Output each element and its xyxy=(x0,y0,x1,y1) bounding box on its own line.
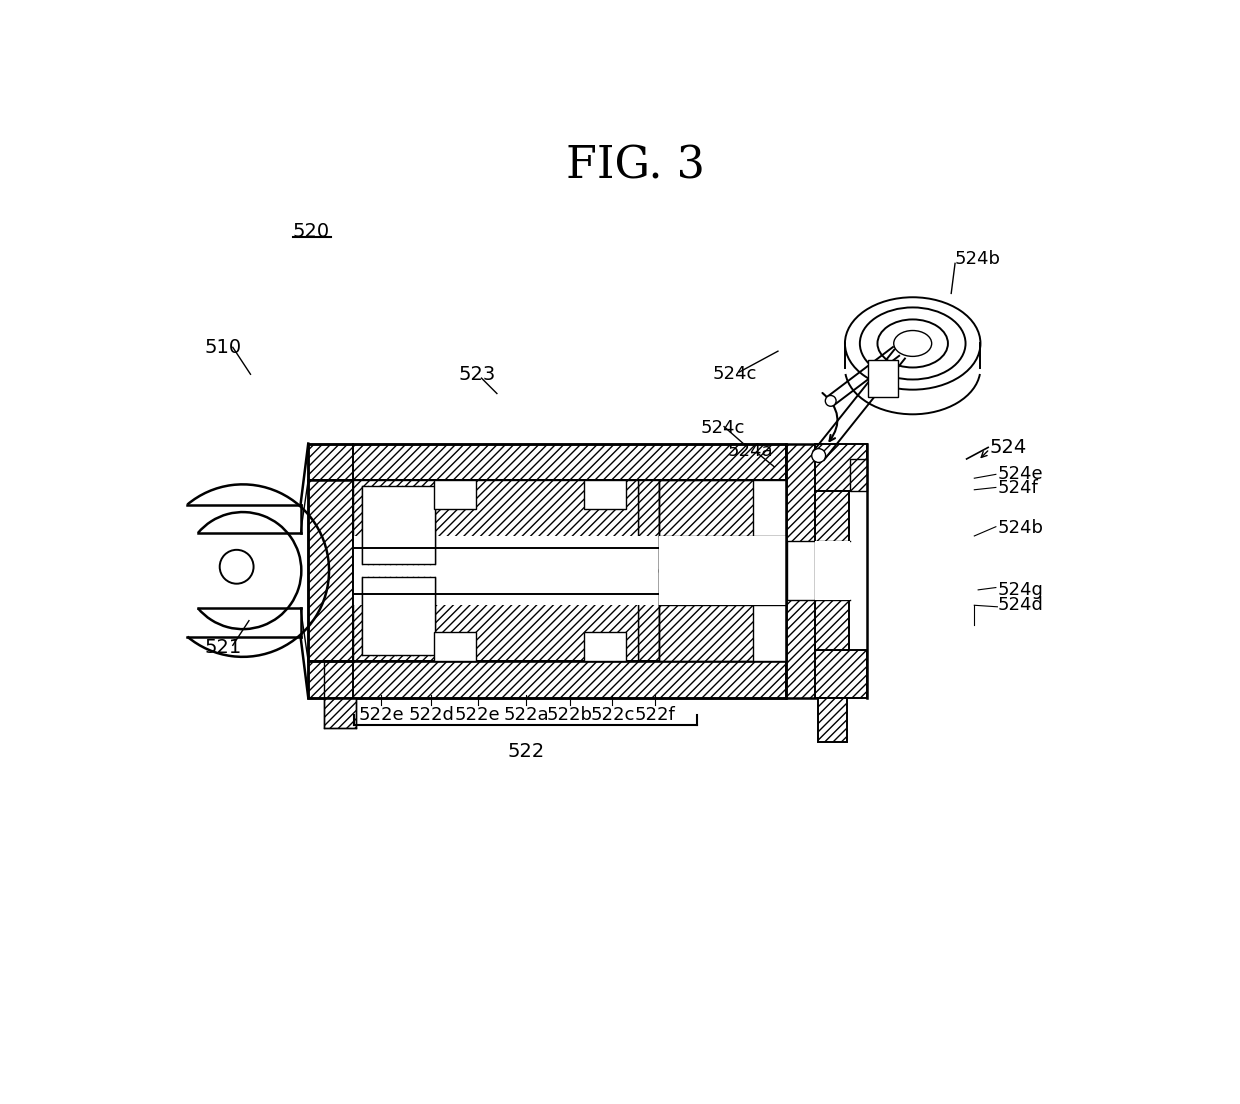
Bar xyxy=(353,535,658,605)
Text: 524c: 524c xyxy=(713,365,756,383)
Text: 524d: 524d xyxy=(997,596,1043,614)
Bar xyxy=(637,569,658,661)
Text: 522e: 522e xyxy=(358,705,404,723)
Bar xyxy=(787,541,815,599)
Text: 522e: 522e xyxy=(455,705,501,723)
Circle shape xyxy=(826,395,836,406)
Bar xyxy=(818,698,847,742)
Bar xyxy=(658,480,786,661)
Text: FIG. 3: FIG. 3 xyxy=(567,145,704,188)
Bar xyxy=(584,480,626,509)
Text: 524a: 524a xyxy=(728,443,774,460)
Bar xyxy=(815,491,849,563)
Bar xyxy=(434,480,476,509)
Bar xyxy=(324,698,356,729)
Bar xyxy=(658,569,754,661)
Text: 510: 510 xyxy=(205,338,242,357)
Text: 524b: 524b xyxy=(955,250,1001,268)
Bar xyxy=(353,480,637,572)
Text: 524: 524 xyxy=(990,438,1027,457)
Bar xyxy=(584,633,626,661)
Text: 522: 522 xyxy=(507,742,544,761)
Text: 523: 523 xyxy=(459,364,496,384)
Text: 520: 520 xyxy=(293,222,330,242)
Bar xyxy=(868,360,899,397)
Bar xyxy=(815,541,851,599)
Bar xyxy=(815,444,867,491)
Text: 524g: 524g xyxy=(997,581,1043,598)
Bar xyxy=(309,444,786,480)
Text: 522a: 522a xyxy=(503,705,549,723)
Bar xyxy=(353,480,658,661)
Ellipse shape xyxy=(894,330,931,357)
Bar xyxy=(362,577,435,656)
Circle shape xyxy=(219,550,253,584)
Text: 522d: 522d xyxy=(408,705,454,723)
Bar xyxy=(658,480,786,661)
Bar xyxy=(786,444,818,698)
Text: 524c: 524c xyxy=(701,420,745,437)
Bar xyxy=(353,569,637,572)
Bar xyxy=(658,480,754,572)
Bar xyxy=(362,486,435,564)
Circle shape xyxy=(812,448,826,463)
Text: 521: 521 xyxy=(205,638,242,657)
Bar xyxy=(637,569,658,572)
Bar xyxy=(309,480,353,661)
Text: 522c: 522c xyxy=(590,705,635,723)
Bar xyxy=(658,535,786,605)
Bar xyxy=(815,650,867,698)
Text: 524f: 524f xyxy=(997,479,1038,497)
Bar xyxy=(637,480,658,572)
Bar xyxy=(353,569,637,661)
Text: 524e: 524e xyxy=(997,466,1043,484)
Text: 524b: 524b xyxy=(997,519,1043,538)
Bar xyxy=(851,459,867,491)
Bar xyxy=(815,578,849,650)
Bar xyxy=(434,633,476,661)
Text: 522f: 522f xyxy=(635,705,675,723)
Bar xyxy=(309,444,786,698)
Bar xyxy=(309,661,786,698)
Text: 522b: 522b xyxy=(547,705,593,723)
